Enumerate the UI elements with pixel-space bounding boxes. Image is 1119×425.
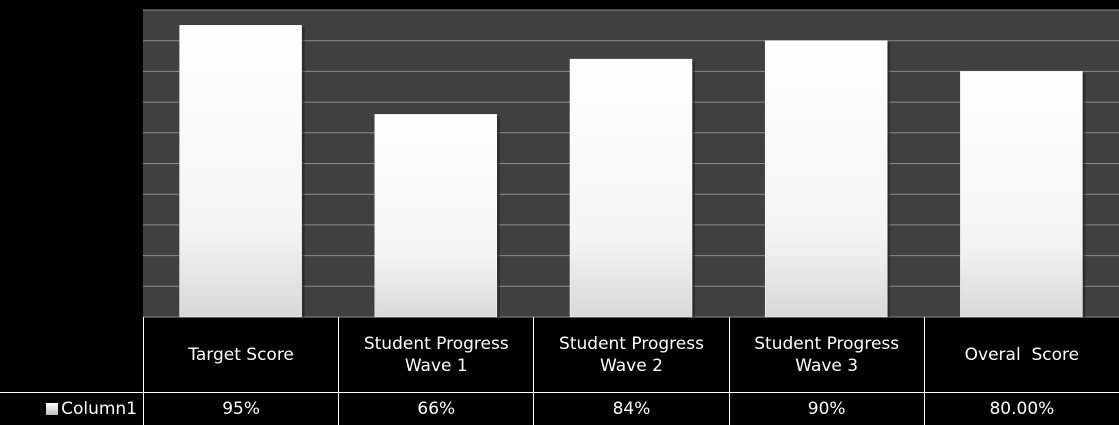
value-cell: 80.00% bbox=[923, 392, 1119, 425]
bar bbox=[179, 25, 302, 318]
category-cell: Student Progress Wave 3 bbox=[728, 317, 924, 392]
category-cell: Student Progress Wave 2 bbox=[533, 317, 728, 392]
bar bbox=[764, 40, 888, 318]
category-cell: Target Score bbox=[143, 317, 338, 392]
legend-cell: Column1 bbox=[0, 392, 143, 425]
bar bbox=[374, 114, 498, 318]
bar bbox=[569, 58, 693, 318]
value-cell: 66% bbox=[338, 392, 534, 425]
value-cell: 84% bbox=[533, 392, 729, 425]
value-cell: 95% bbox=[143, 392, 339, 425]
category-cell: Overal Score bbox=[923, 317, 1119, 392]
legend-label: Column1 bbox=[61, 399, 137, 419]
value-cell: 90% bbox=[728, 392, 924, 425]
bar bbox=[960, 71, 1083, 318]
legend-swatch bbox=[46, 403, 59, 415]
category-cell: Student Progress Wave 1 bbox=[338, 317, 533, 392]
